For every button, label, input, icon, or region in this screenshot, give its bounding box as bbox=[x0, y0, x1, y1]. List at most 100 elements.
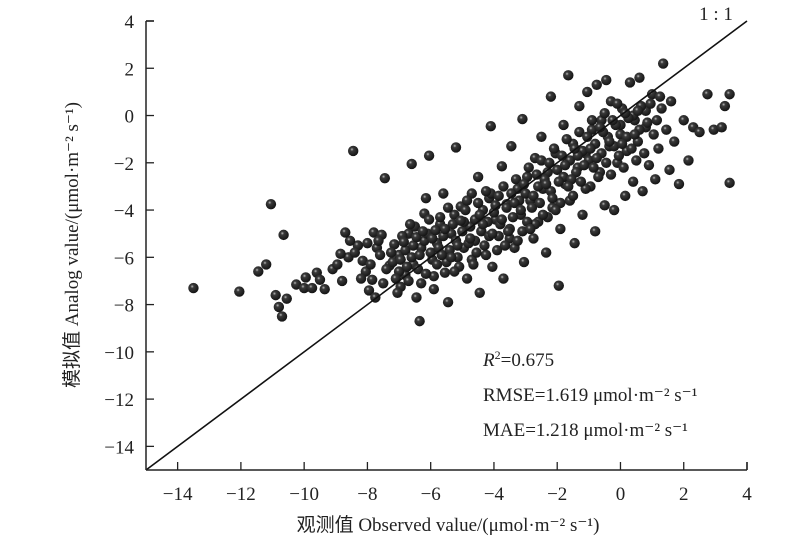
data-point bbox=[537, 209, 549, 220]
data-point bbox=[420, 268, 432, 280]
data-point bbox=[438, 188, 449, 199]
y-tick-label: 0 bbox=[125, 107, 135, 128]
y-tick-label: 4 bbox=[125, 12, 135, 33]
rmse-label: RMSE=1.619 μmol·m⁻² s⁻¹ bbox=[483, 385, 698, 406]
data-point bbox=[379, 172, 391, 184]
data-point bbox=[605, 169, 617, 180]
data-point bbox=[540, 178, 552, 190]
data-point bbox=[276, 311, 288, 322]
data-point bbox=[599, 107, 610, 119]
data-point bbox=[638, 148, 650, 159]
data-point bbox=[452, 240, 463, 251]
data-point bbox=[499, 240, 511, 251]
data-point bbox=[414, 315, 425, 327]
data-point bbox=[404, 219, 416, 230]
data-point bbox=[436, 249, 447, 261]
data-point bbox=[724, 89, 735, 100]
data-point bbox=[601, 74, 612, 86]
data-point bbox=[428, 284, 440, 295]
data-point bbox=[536, 131, 547, 142]
data-point bbox=[374, 249, 386, 261]
y-tick-label: −6 bbox=[114, 248, 134, 269]
data-point bbox=[431, 259, 443, 270]
data-point bbox=[306, 282, 318, 294]
data-point bbox=[417, 226, 428, 237]
y-tick-label: 2 bbox=[125, 59, 135, 80]
data-point bbox=[507, 211, 519, 223]
data-point bbox=[408, 240, 419, 251]
data-point bbox=[654, 91, 666, 102]
data-point bbox=[412, 263, 424, 275]
ratio-label: 1 : 1 bbox=[699, 4, 733, 25]
data-point bbox=[261, 259, 272, 270]
data-point bbox=[547, 193, 558, 204]
data-point bbox=[588, 162, 599, 173]
data-point bbox=[552, 164, 563, 176]
data-point bbox=[558, 119, 569, 131]
data-point bbox=[423, 150, 435, 161]
x-tick-label: −4 bbox=[484, 484, 505, 505]
data-point bbox=[650, 174, 661, 185]
data-point bbox=[550, 204, 561, 216]
data-point bbox=[291, 279, 302, 290]
data-point bbox=[398, 236, 409, 248]
data-point bbox=[298, 282, 310, 294]
data-point bbox=[270, 289, 281, 301]
data-point bbox=[273, 301, 285, 313]
data-point bbox=[365, 259, 376, 270]
data-point bbox=[450, 142, 462, 153]
y-tick-label: −8 bbox=[114, 296, 134, 317]
data-point bbox=[390, 273, 402, 284]
data-point bbox=[563, 181, 574, 192]
data-point bbox=[468, 259, 479, 270]
data-point bbox=[661, 124, 672, 135]
x-tick-label: −12 bbox=[226, 484, 256, 505]
data-point bbox=[471, 247, 482, 258]
data-point bbox=[368, 227, 379, 238]
data-point bbox=[366, 274, 378, 285]
data-point bbox=[434, 211, 446, 223]
data-point bbox=[669, 136, 680, 147]
data-point bbox=[517, 113, 528, 125]
data-point bbox=[487, 261, 498, 272]
data-point bbox=[340, 227, 351, 238]
data-point bbox=[461, 273, 473, 284]
data-point bbox=[627, 176, 639, 187]
data-point bbox=[586, 115, 598, 126]
data-point bbox=[428, 271, 440, 282]
data-point bbox=[613, 150, 625, 161]
data-point bbox=[593, 171, 604, 183]
data-point bbox=[559, 159, 571, 171]
data-point bbox=[420, 193, 432, 204]
data-point bbox=[548, 143, 560, 154]
data-point bbox=[188, 282, 199, 294]
data-points bbox=[188, 58, 735, 327]
data-point bbox=[525, 223, 536, 235]
data-point bbox=[349, 247, 360, 258]
data-point bbox=[347, 145, 359, 157]
data-point bbox=[281, 293, 292, 304]
data-point bbox=[629, 129, 640, 140]
data-point bbox=[553, 280, 564, 291]
data-point bbox=[335, 248, 346, 259]
data-point bbox=[472, 197, 484, 209]
data-point bbox=[300, 272, 311, 283]
data-point bbox=[314, 274, 326, 285]
data-point bbox=[657, 58, 669, 69]
data-point bbox=[608, 204, 620, 216]
data-point bbox=[480, 185, 492, 197]
x-tick-label: 0 bbox=[616, 484, 626, 505]
data-point bbox=[430, 224, 441, 236]
data-point bbox=[523, 162, 534, 173]
data-point bbox=[536, 155, 547, 166]
data-point bbox=[575, 176, 587, 187]
data-point bbox=[355, 273, 367, 284]
data-point bbox=[694, 126, 705, 138]
data-point bbox=[626, 143, 637, 154]
x-tick-label: −6 bbox=[421, 484, 441, 505]
data-point bbox=[319, 284, 330, 295]
data-point bbox=[442, 297, 454, 308]
x-tick-label: 2 bbox=[679, 484, 689, 505]
data-point bbox=[400, 245, 411, 256]
data-point bbox=[517, 226, 528, 237]
